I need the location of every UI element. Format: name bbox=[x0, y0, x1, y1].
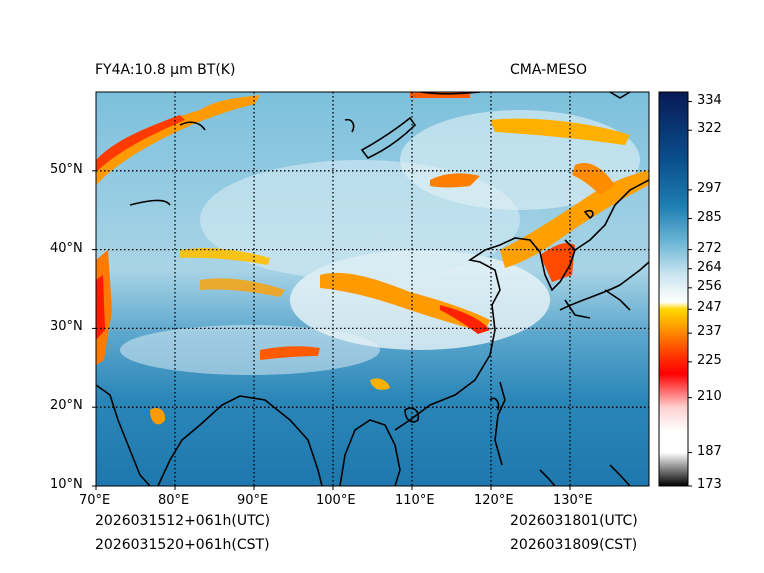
coastlines bbox=[96, 92, 649, 486]
lat-tick-label: 30°N bbox=[50, 319, 83, 335]
colorbar-tick-label: 187 bbox=[697, 443, 722, 459]
colorbar-tick-label: 210 bbox=[697, 388, 722, 404]
valid-time-utc: 2026031801(UTC) bbox=[510, 513, 638, 529]
lat-tick-label: 20°N bbox=[50, 398, 83, 414]
axis-ticks bbox=[92, 170, 571, 490]
lon-tick-label: 120°E bbox=[474, 493, 514, 508]
colorbar-tick-label: 173 bbox=[697, 477, 722, 492]
colorbar-tick-label: 322 bbox=[697, 121, 722, 137]
colorbar-tick-label: 256 bbox=[697, 278, 722, 294]
colorbar-tick-label: 264 bbox=[697, 259, 722, 275]
graticule bbox=[96, 92, 649, 486]
lon-tick-label: 110°E bbox=[395, 493, 435, 508]
valid-time-cst: 2026031809(CST) bbox=[510, 537, 638, 553]
lon-tick-label: 80°E bbox=[158, 493, 190, 508]
map-frame bbox=[95, 91, 650, 487]
lon-tick-label: 90°E bbox=[237, 493, 269, 508]
cold-cloud-tops bbox=[96, 92, 649, 425]
colorbar-tick-label: 285 bbox=[697, 209, 722, 225]
colorbar bbox=[658, 91, 692, 487]
init-time-cst: 2026031520+061h(CST) bbox=[95, 537, 270, 553]
colorbar-tick-label: 297 bbox=[697, 180, 722, 196]
colorbar-tick-label: 247 bbox=[697, 300, 722, 316]
colorbar-tick-label: 237 bbox=[697, 324, 722, 340]
brightness-temperature-field bbox=[96, 92, 649, 486]
lon-tick-label: 100°E bbox=[316, 493, 356, 508]
lat-tick-label: 40°N bbox=[50, 240, 83, 256]
lat-tick-label: 50°N bbox=[50, 161, 83, 177]
lon-tick-label: 130°E bbox=[553, 493, 593, 508]
colorbar-tick-label: 272 bbox=[697, 240, 722, 256]
colorbar-tick-label: 225 bbox=[697, 352, 722, 368]
lat-tick-label: 10°N bbox=[50, 477, 83, 492]
lon-tick-label: 70°E bbox=[79, 493, 111, 508]
colorbar-ramp bbox=[658, 91, 689, 487]
colorbar-tick-label: 334 bbox=[697, 92, 722, 108]
model-title: CMA-MESO bbox=[510, 62, 588, 78]
product-title: FY4A:10.8 µm BT(K) bbox=[95, 62, 236, 78]
init-time-utc: 2026031512+061h(UTC) bbox=[95, 513, 271, 529]
